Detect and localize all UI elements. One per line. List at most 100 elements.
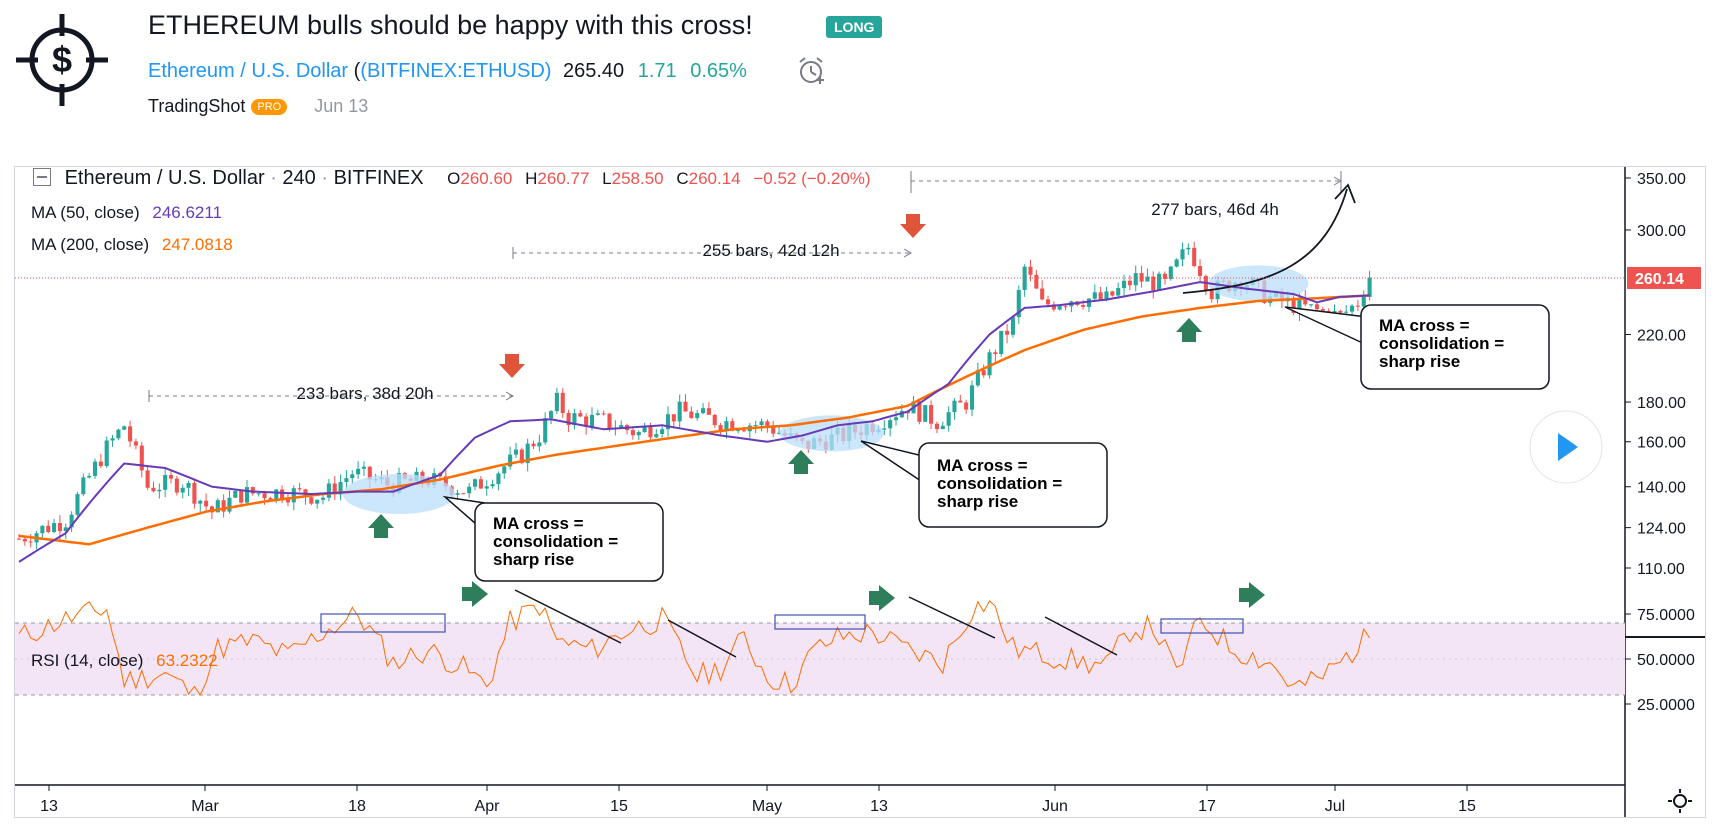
- candle-body: [174, 478, 179, 493]
- idea-header: $ ETHEREUM bulls should be happy with th…: [0, 0, 1719, 140]
- candle-body: [987, 352, 992, 376]
- candle-body: [648, 426, 653, 438]
- measure-line-2-arrowhead: [903, 248, 913, 258]
- candle-body: [233, 490, 238, 498]
- candle-body: [1104, 291, 1109, 300]
- ma200-line: [18, 294, 1370, 546]
- rsi-divergence-line: [667, 619, 737, 658]
- candle-body: [244, 487, 250, 503]
- candle-body: [636, 432, 641, 436]
- candle-body: [888, 420, 893, 429]
- candle-body: [344, 478, 349, 482]
- alarm-clock-icon[interactable]: [796, 56, 826, 86]
- candle-body: [87, 475, 92, 478]
- candle-body: [952, 400, 957, 413]
- candle-body: [1063, 306, 1068, 308]
- time-tick-label: 15: [610, 798, 628, 815]
- price-change-pct: 0.65%: [690, 60, 747, 82]
- candle-body: [1309, 304, 1314, 306]
- price-tick-label: 220.00: [1637, 327, 1686, 344]
- time-tick-label: Mar: [191, 798, 219, 815]
- exchange-ticker[interactable]: ((BITFINEX:ETHUSD): [353, 60, 552, 82]
- price-axis[interactable]: 110.00 124.00 140.00 160.00 180.00 220.00 300.…: [1625, 171, 1695, 714]
- candle-body: [262, 493, 267, 499]
- candle-body: [268, 498, 273, 500]
- time-axis[interactable]: 13 Mar 18 Apr 15 May 13 Jun 17 Jul 15: [40, 785, 1476, 815]
- candle-body: [16, 538, 22, 540]
- candle-body: [584, 416, 589, 427]
- last-price-marker: 260.14: [15, 266, 1701, 289]
- rsi-box: [774, 614, 866, 630]
- candle-body: [92, 461, 98, 476]
- current-price: 265.40: [563, 60, 625, 82]
- up-arrow-3: [1176, 318, 1202, 342]
- candle-body: [57, 523, 62, 532]
- time-tick-label: 13: [40, 798, 58, 815]
- chart-container[interactable]: 110.00 124.00 140.00 160.00 180.00 220.00 300.…: [14, 166, 1706, 818]
- candle-body: [467, 486, 472, 494]
- time-tick-label: 17: [1198, 798, 1216, 815]
- candle-body: [771, 426, 776, 434]
- idea-title: ETHEREUM bulls should be happy with this…: [148, 10, 753, 40]
- candle-body: [1022, 266, 1027, 290]
- last-price-tag: [1627, 266, 1701, 289]
- rsi-tick-label: 25.0000: [1637, 697, 1695, 714]
- author-name[interactable]: TradingShot: [148, 96, 246, 116]
- ma200-label: MA (200, close): [31, 235, 150, 254]
- chart-svg[interactable]: 110.00 124.00 140.00 160.00 180.00 220.00 300.…: [15, 167, 1705, 817]
- candle-body: [589, 414, 595, 427]
- candle-body: [619, 425, 624, 429]
- candle-body: [1186, 247, 1191, 250]
- candle-body: [531, 443, 536, 447]
- candle-body: [104, 440, 109, 467]
- candle-body: [718, 425, 723, 431]
- candle-body: [274, 489, 279, 500]
- candle-body: [1303, 297, 1308, 305]
- exchange-ticker-text[interactable]: (BITFINEX:ETHUSD): [360, 60, 552, 82]
- symbol-name-link[interactable]: Ethereum / U.S. Dollar: [148, 60, 349, 82]
- candle-body: [1098, 292, 1103, 300]
- candle-body: [578, 413, 583, 417]
- candle-body: [642, 426, 647, 433]
- rsi-value: 63.2322: [156, 651, 218, 670]
- pro-badge: PRO: [251, 99, 288, 116]
- replay-play-button[interactable]: [1529, 410, 1603, 484]
- crosshair-dollar-logo[interactable]: $: [16, 14, 108, 106]
- collapse-legend-icon[interactable]: [33, 167, 51, 186]
- candle-body: [630, 430, 635, 436]
- ma200-value: 247.0818: [161, 235, 233, 254]
- candle-body: [981, 370, 986, 376]
- candle-body: [549, 411, 554, 419]
- callout-1[interactable]: MA cross = consolidation = sharp rise: [474, 502, 664, 582]
- time-tick-label: 13: [870, 798, 888, 815]
- price-tick-label: 124.00: [1637, 521, 1686, 538]
- svg-text:$: $: [52, 39, 72, 80]
- settings-gear-icon[interactable]: [1668, 789, 1692, 813]
- candle-body: [221, 500, 226, 512]
- down-arrow-1: [499, 354, 525, 378]
- candle-body: [712, 414, 717, 426]
- candle-body: [607, 413, 612, 429]
- main-legend: Ethereum / U.S. Dollar · 240 · BITFINEX …: [33, 167, 871, 190]
- candle-body: [958, 400, 963, 403]
- callout-3-pointer: [1284, 306, 1368, 346]
- candle-body: [215, 500, 220, 513]
- time-tick-label: 15: [1458, 798, 1476, 815]
- callout-3[interactable]: MA cross = consolidation = sharp rise: [1360, 304, 1550, 390]
- candle-body: [484, 486, 489, 489]
- candle-body: [133, 441, 138, 446]
- drawings: [148, 171, 1368, 658]
- rsi-tick-label: 75.0000: [1637, 607, 1695, 624]
- candle-body: [1081, 305, 1086, 307]
- publish-date: Jun 13: [314, 96, 369, 116]
- candle-body: [163, 475, 168, 490]
- callout-3-line-1: MA cross =: [1379, 316, 1470, 335]
- candle-body: [490, 484, 495, 487]
- candle-body: [157, 489, 162, 492]
- measure-line-1-arrowhead: [505, 391, 515, 401]
- long-badge: LONG: [826, 16, 883, 38]
- candle-body: [677, 401, 682, 422]
- candle-body: [566, 412, 571, 426]
- callout-2[interactable]: MA cross = consolidation = sharp rise: [918, 442, 1108, 528]
- rsi-tick-label: 50.0000: [1637, 652, 1695, 669]
